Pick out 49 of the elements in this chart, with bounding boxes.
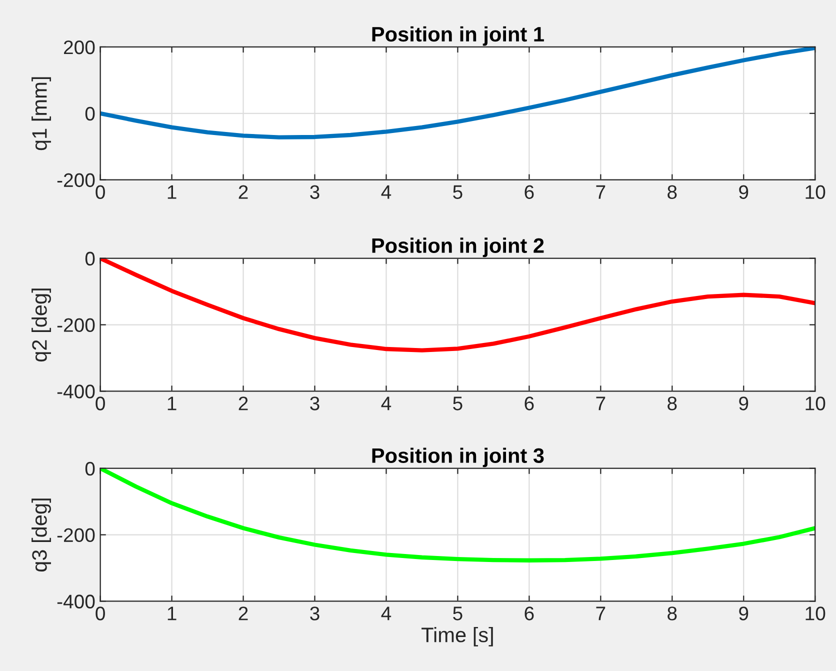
x-tick-label: 1 bbox=[168, 396, 176, 410]
x-tick-label: 2 bbox=[238, 606, 248, 620]
x-tick-label: 0 bbox=[96, 185, 105, 199]
y-tick-label: -400 bbox=[57, 594, 95, 608]
x-tick-label: 7 bbox=[596, 396, 606, 410]
x-tick-label: 5 bbox=[453, 396, 462, 410]
x-tick-label: 3 bbox=[310, 606, 320, 620]
x-tick-label: 9 bbox=[739, 396, 748, 410]
x-tick-label: 2 bbox=[238, 396, 248, 410]
x-tick-label: 3 bbox=[310, 185, 320, 199]
x-tick-label: 9 bbox=[739, 185, 748, 199]
x-tick-label: 0 bbox=[96, 396, 105, 410]
y-tick-label: 200 bbox=[64, 40, 95, 54]
x-tick-label: 10 bbox=[806, 396, 826, 410]
y-axis-title: q3 [deg] bbox=[32, 498, 51, 572]
y-tick-label: 0 bbox=[85, 252, 95, 266]
y-tick-label: 0 bbox=[85, 462, 95, 476]
x-tick-label: 10 bbox=[806, 606, 826, 620]
x-tick-label: 0 bbox=[96, 606, 105, 620]
x-tick-label: 2 bbox=[238, 185, 248, 199]
x-tick-label: 4 bbox=[381, 396, 392, 410]
x-tick-label: 10 bbox=[806, 185, 826, 199]
y-axis-title: q2 [deg] bbox=[32, 288, 51, 362]
x-axis-title: Time [s] bbox=[422, 626, 493, 646]
x-tick-label: 3 bbox=[310, 396, 320, 410]
x-tick-label: 6 bbox=[524, 606, 534, 620]
x-tick-label: 7 bbox=[596, 185, 606, 199]
x-tick-label: 4 bbox=[381, 606, 392, 620]
y-tick-label: -400 bbox=[57, 384, 95, 398]
x-tick-label: 5 bbox=[453, 185, 462, 199]
y-tick-label: 0 bbox=[85, 106, 95, 121]
x-tick-label: 8 bbox=[668, 185, 677, 199]
y-axis-title: q1 [mm] bbox=[32, 77, 51, 150]
chart-title: Position in joint 2 bbox=[372, 238, 544, 258]
y-tick-label: -200 bbox=[57, 318, 95, 332]
y-tick-label: -200 bbox=[57, 528, 95, 542]
x-tick-label: 4 bbox=[381, 185, 392, 199]
x-tick-label: 8 bbox=[668, 396, 677, 410]
chart-title: Position in joint 1 bbox=[372, 26, 544, 46]
x-tick-label: 5 bbox=[453, 606, 462, 620]
x-tick-label: 9 bbox=[739, 606, 748, 620]
x-tick-label: 1 bbox=[168, 185, 176, 199]
x-tick-label: 8 bbox=[668, 606, 677, 620]
x-tick-label: 7 bbox=[596, 606, 606, 620]
y-tick-label: -200 bbox=[57, 173, 95, 188]
x-tick-label: 1 bbox=[168, 606, 176, 620]
chart-title: Position in joint 3 bbox=[372, 448, 544, 468]
x-tick-label: 6 bbox=[524, 185, 534, 199]
x-tick-label: 6 bbox=[524, 396, 534, 410]
